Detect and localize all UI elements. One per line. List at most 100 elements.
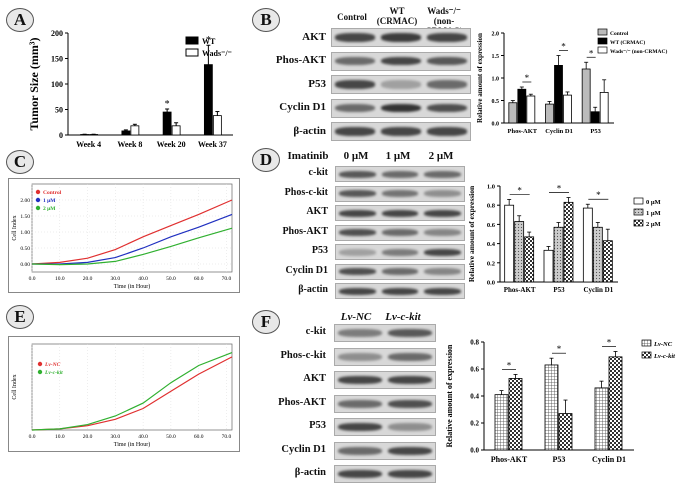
blot-label: P53 [311, 245, 328, 256]
y-tick-label: 100 [51, 80, 63, 89]
x-tick-label: 70.0 [222, 276, 232, 282]
legend-swatch [597, 28, 608, 36]
legend-swatch [633, 219, 644, 227]
y-tick-label: 0.4 [470, 393, 479, 401]
significance-star: * [557, 344, 562, 354]
blot-strip [335, 166, 465, 182]
bar [524, 236, 535, 283]
x-tick-label: Phos-AKT [508, 128, 538, 135]
panel-letter-f: F [252, 310, 280, 334]
legend-label: 1 μM [646, 210, 661, 217]
significance-star: * [589, 48, 594, 58]
legend-label: Wads⁻/⁻ [202, 49, 232, 58]
blot-band [388, 423, 432, 431]
bar [162, 111, 172, 136]
blot-band [427, 103, 467, 113]
y-tick-label: 2.00 [20, 198, 30, 204]
blot-header: 2 μM [428, 150, 454, 162]
x-tick-label: 10.0 [55, 276, 65, 282]
series-line [31, 199, 233, 265]
panel-letter-a: A [6, 8, 34, 32]
significance-star: * [525, 73, 530, 83]
blot-band [388, 446, 432, 455]
blot-label: β-actin [293, 124, 326, 137]
blot-band [388, 329, 432, 337]
blot-band [381, 56, 421, 66]
blot-band [381, 80, 421, 89]
blot-strip [331, 51, 471, 71]
legend-label: 2 μM [43, 206, 56, 212]
blot-header: WT (CRMAC) [376, 6, 418, 26]
blot-band [388, 399, 432, 408]
legend-swatch [641, 339, 652, 347]
x-tick-label: Week 37 [198, 140, 227, 149]
blot-header: 0 μM [343, 150, 369, 162]
y-tick-label: 0.2 [487, 260, 495, 267]
series-line [31, 227, 233, 266]
y-tick-label: 0.6 [487, 222, 496, 229]
x-tick-label: 0.0 [29, 434, 36, 440]
x-tick-label: 0.0 [29, 276, 36, 282]
blot-band [339, 248, 376, 256]
blot-strip [334, 324, 436, 342]
y-tick-label: 1.0 [487, 184, 495, 191]
panel-c-line-chart: 0.0 10.0 20.0 30.0 40.0 50.0 60.0 70.0 0.00 0.50 1… [8, 178, 240, 293]
y-tick-label: 0.50 [20, 246, 30, 252]
y-tick-label: 1.0 [492, 77, 500, 83]
blot-band [381, 33, 421, 42]
legend-label: 0 μM [646, 199, 661, 206]
y-tick-label: 0.5 [492, 99, 500, 105]
y-tick-label: 0.4 [487, 241, 496, 248]
legend-marker [35, 189, 41, 195]
blot-strip [335, 283, 465, 299]
x-tick-label: Week 4 [76, 140, 101, 149]
blot-band [381, 103, 421, 113]
blot-label: Phos-AKT [282, 225, 328, 237]
y-tick-label: 0.0 [492, 122, 500, 128]
legend-marker [37, 361, 43, 367]
x-tick-label: 70.0 [222, 434, 232, 440]
x-tick-label: 30.0 [111, 434, 121, 440]
bar [582, 207, 593, 283]
blot-band [381, 209, 419, 217]
blot-strip [335, 224, 465, 241]
blot-label: β-actin [298, 284, 328, 295]
blot-label: Phos-c-kit [284, 186, 328, 198]
bar [544, 364, 559, 451]
bar [203, 64, 213, 136]
y-tick-label: 150 [51, 55, 63, 64]
blot-band [339, 229, 376, 236]
bar [592, 226, 603, 283]
blot-band [335, 80, 375, 89]
blot-label: P53 [308, 77, 326, 90]
blot-label: AKT [303, 373, 326, 384]
blot-strip [335, 263, 465, 280]
bar [553, 226, 564, 283]
blot-header: Lv-c-kit [385, 311, 421, 323]
legend-label: Lv-NC [44, 362, 61, 368]
bar [558, 413, 573, 451]
x-tick-label: 60.0 [194, 276, 204, 282]
y-tick-label: 0 [59, 131, 63, 140]
blot-strip [331, 28, 471, 47]
blot-band [424, 248, 461, 256]
blot-band [339, 287, 376, 295]
blot-band [424, 287, 461, 295]
y-axis-label: Tumor Size (mm³) [28, 38, 41, 131]
blot-band [388, 352, 432, 361]
bar [543, 249, 554, 283]
blot-band [424, 190, 461, 197]
blot-band [338, 352, 382, 361]
legend-label: Lv-c-kit [44, 370, 63, 376]
bar [563, 94, 572, 124]
blot-strip [334, 371, 436, 389]
bar [508, 378, 523, 451]
blot-band [381, 190, 419, 197]
blot-band [381, 229, 419, 236]
blot-strip [334, 441, 436, 460]
legend-label: 1 μM [43, 198, 56, 204]
blot-band [339, 170, 376, 178]
x-tick-label: 10.0 [55, 434, 65, 440]
blot-band [424, 170, 461, 178]
blot-strip [335, 244, 465, 260]
